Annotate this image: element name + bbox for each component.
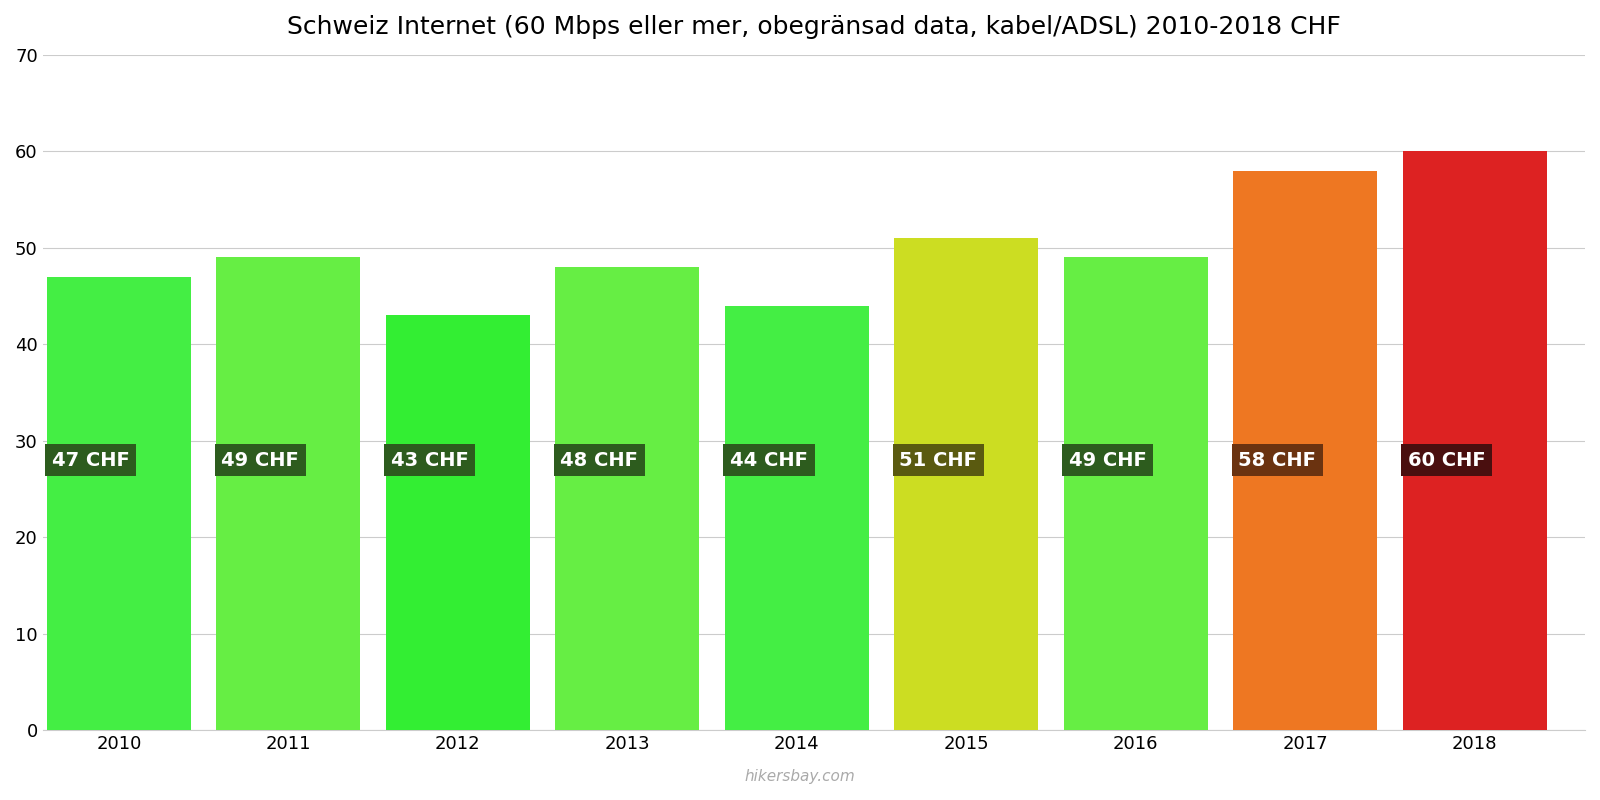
Title: Schweiz Internet (60 Mbps eller mer, obegränsad data, kabel/ADSL) 2010-2018 CHF: Schweiz Internet (60 Mbps eller mer, obe… xyxy=(286,15,1341,39)
Bar xyxy=(46,277,190,730)
Text: 44 CHF: 44 CHF xyxy=(730,450,808,470)
Text: 43 CHF: 43 CHF xyxy=(390,450,469,470)
Text: 60 CHF: 60 CHF xyxy=(1408,450,1485,470)
Text: 49 CHF: 49 CHF xyxy=(221,450,299,470)
Text: 47 CHF: 47 CHF xyxy=(51,450,130,470)
Bar xyxy=(216,258,360,730)
Bar xyxy=(1403,151,1547,730)
Bar xyxy=(555,267,699,730)
Bar xyxy=(894,238,1038,730)
Bar xyxy=(386,315,530,730)
Bar xyxy=(725,306,869,730)
Bar xyxy=(1064,258,1208,730)
Text: 58 CHF: 58 CHF xyxy=(1238,450,1317,470)
Text: 49 CHF: 49 CHF xyxy=(1069,450,1147,470)
Text: 51 CHF: 51 CHF xyxy=(899,450,978,470)
Text: hikersbay.com: hikersbay.com xyxy=(744,769,856,784)
Bar xyxy=(1234,170,1378,730)
Text: 48 CHF: 48 CHF xyxy=(560,450,638,470)
